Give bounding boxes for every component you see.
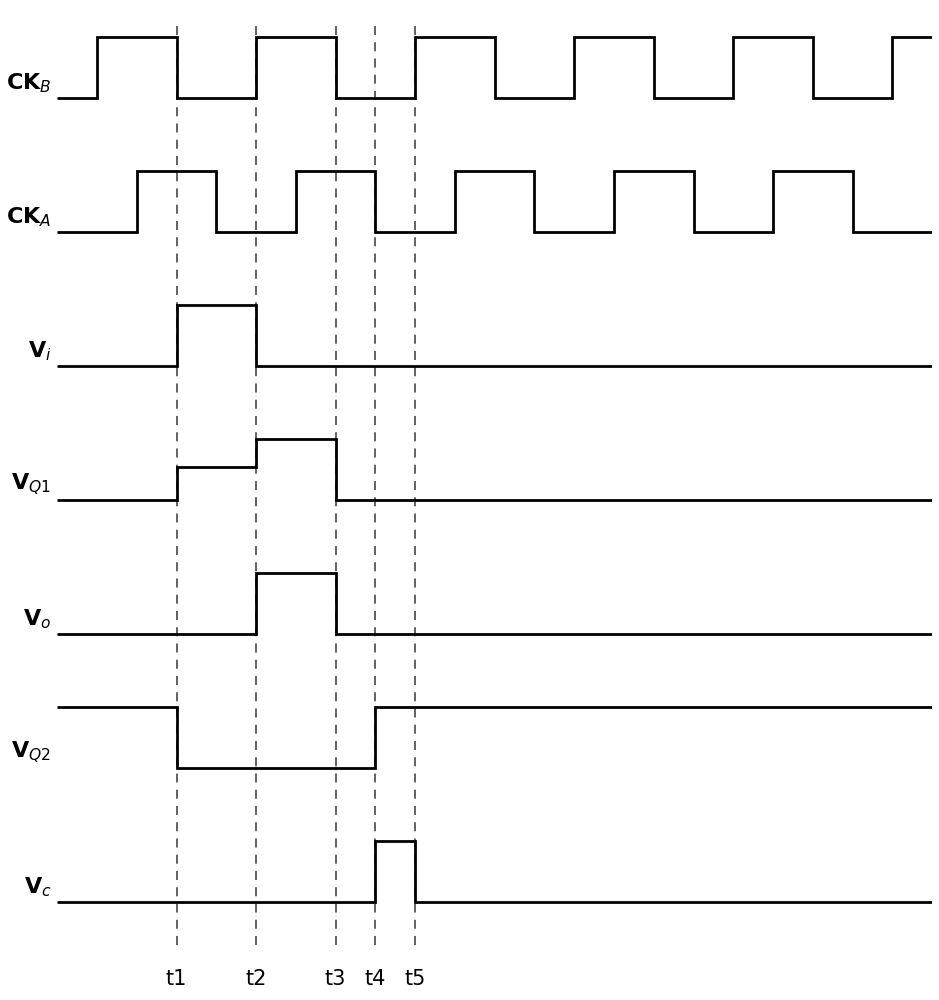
Text: t3: t3 — [325, 969, 346, 989]
Text: $\mathbf{V}_{i}$: $\mathbf{V}_{i}$ — [28, 340, 52, 363]
Text: $\mathbf{V}_{c}$: $\mathbf{V}_{c}$ — [23, 876, 52, 899]
Text: $\mathbf{CK}_{A}$: $\mathbf{CK}_{A}$ — [6, 206, 52, 229]
Text: t2: t2 — [245, 969, 267, 989]
Text: $\mathbf{V}_{Q1}$: $\mathbf{V}_{Q1}$ — [11, 472, 52, 497]
Text: t1: t1 — [166, 969, 188, 989]
Text: $\mathbf{CK}_{B}$: $\mathbf{CK}_{B}$ — [6, 72, 52, 95]
Text: t5: t5 — [405, 969, 426, 989]
Text: $\mathbf{V}_{o}$: $\mathbf{V}_{o}$ — [23, 608, 52, 631]
Text: t4: t4 — [364, 969, 386, 989]
Text: $\mathbf{V}_{Q2}$: $\mathbf{V}_{Q2}$ — [11, 740, 52, 765]
